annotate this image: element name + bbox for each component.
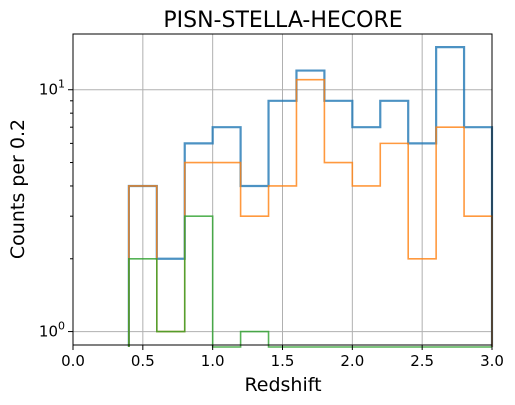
- histogram-step-line: [128, 215, 492, 348]
- histogram-series: [127, 46, 494, 347]
- x-tick-label: 3.0: [480, 352, 504, 370]
- y-tick-label: 100: [39, 320, 65, 341]
- x-tick-label: 0.5: [131, 352, 155, 370]
- x-tick-label: 1.5: [271, 352, 295, 370]
- histogram-step-line: [128, 78, 493, 347]
- histogram-step-line: [127, 46, 494, 347]
- x-tick-label: 0.0: [61, 352, 85, 370]
- x-tick-label: 1.0: [201, 352, 225, 370]
- y-axis-label: Counts per 0.2: [7, 119, 29, 259]
- histogram-series: [128, 78, 493, 347]
- x-tick-label: 2.5: [410, 352, 434, 370]
- axes: 0.0 0.5 1.0 1.5 2.0 2.5 3.0 100 101: [39, 33, 504, 370]
- y-tick-label: 101: [39, 78, 65, 99]
- plot-frame: [72, 33, 493, 346]
- x-tick-label: 2.0: [340, 352, 364, 370]
- histogram-series: [128, 215, 492, 348]
- series-layer: [127, 46, 494, 348]
- chart-title: PISN-STELLA-HECORE: [163, 8, 402, 33]
- grid-lines: [72, 34, 493, 345]
- x-axis-label: Redshift: [244, 374, 321, 396]
